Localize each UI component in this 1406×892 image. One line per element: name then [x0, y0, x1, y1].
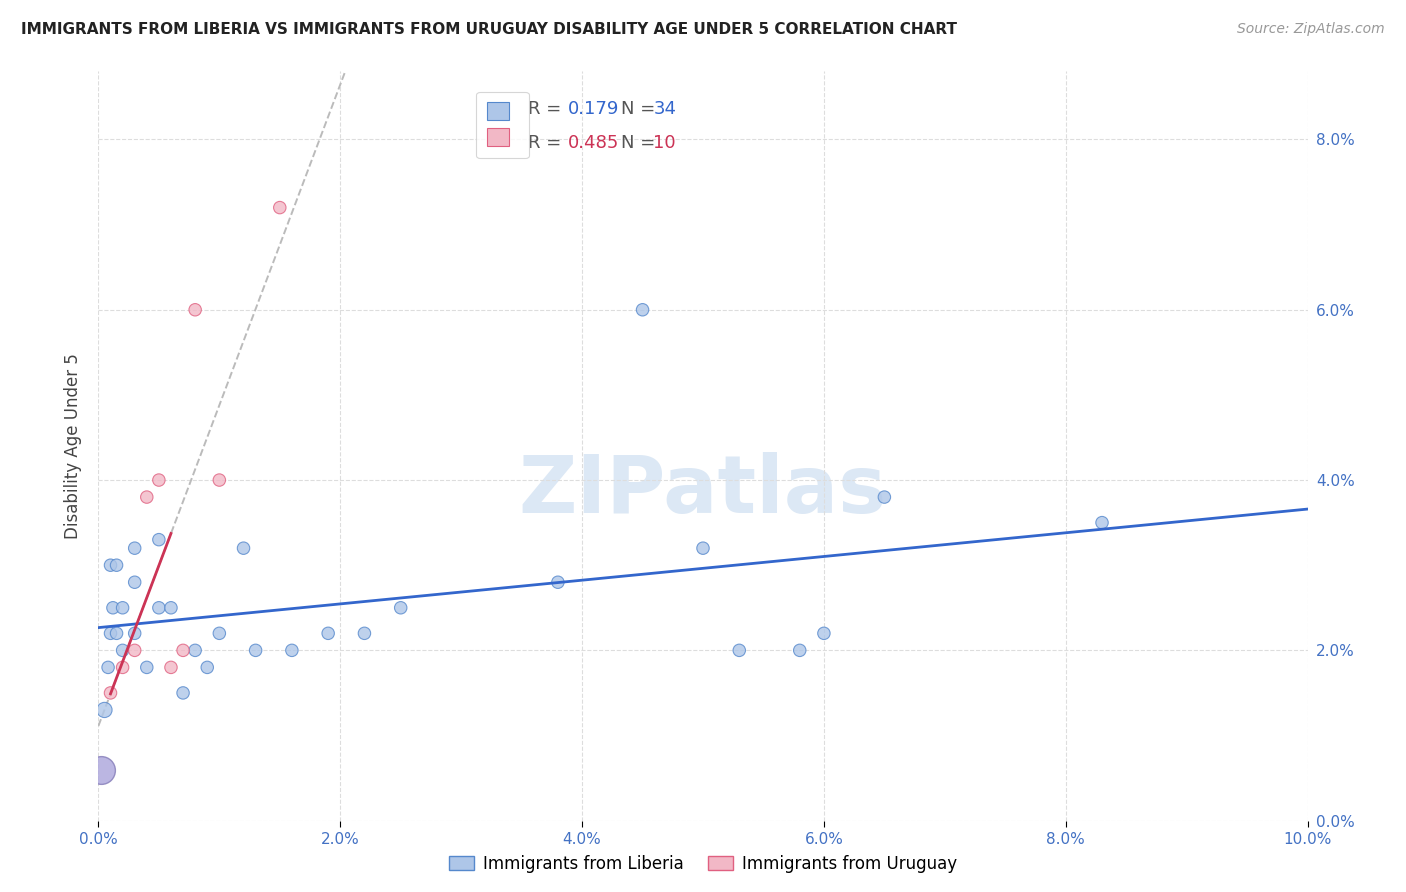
Text: ZIPatlas: ZIPatlas: [519, 452, 887, 530]
Point: [728, 643, 751, 657]
Point: [245, 643, 267, 657]
Point: [692, 541, 714, 556]
Text: N =: N =: [621, 134, 655, 152]
Point: [100, 686, 122, 700]
Text: R =: R =: [527, 100, 561, 118]
Point: [111, 660, 134, 674]
Point: [160, 600, 183, 615]
Point: [160, 660, 183, 674]
Point: [101, 600, 124, 615]
Point: [547, 575, 569, 590]
Point: [281, 643, 304, 657]
Text: Source: ZipAtlas.com: Source: ZipAtlas.com: [1237, 22, 1385, 37]
Point: [111, 643, 134, 657]
Point: [100, 558, 122, 573]
Point: [97, 660, 120, 674]
Point: [389, 600, 412, 615]
Y-axis label: Disability Age Under 5: Disability Age Under 5: [65, 353, 83, 539]
Point: [353, 626, 375, 640]
Text: 0.179: 0.179: [568, 100, 619, 118]
Point: [124, 541, 146, 556]
Legend: , : ,: [477, 92, 529, 158]
Point: [135, 490, 157, 504]
Text: 0.485: 0.485: [568, 134, 619, 152]
Point: [172, 643, 194, 657]
Point: [813, 626, 835, 640]
Point: [148, 533, 170, 547]
Point: [148, 473, 170, 487]
Point: [789, 643, 811, 657]
Point: [195, 660, 218, 674]
Point: [208, 473, 231, 487]
Text: N =: N =: [621, 100, 655, 118]
Point: [100, 626, 122, 640]
Text: IMMIGRANTS FROM LIBERIA VS IMMIGRANTS FROM URUGUAY DISABILITY AGE UNDER 5 CORREL: IMMIGRANTS FROM LIBERIA VS IMMIGRANTS FR…: [21, 22, 957, 37]
Text: R =: R =: [527, 134, 561, 152]
Point: [93, 703, 115, 717]
Point: [184, 302, 207, 317]
Point: [1091, 516, 1114, 530]
Point: [184, 643, 207, 657]
Point: [269, 201, 291, 215]
Point: [105, 626, 128, 640]
Point: [124, 575, 146, 590]
Point: [124, 643, 146, 657]
Point: [124, 626, 146, 640]
Point: [105, 558, 128, 573]
Legend: Immigrants from Liberia, Immigrants from Uruguay: Immigrants from Liberia, Immigrants from…: [443, 848, 963, 880]
Point: [148, 600, 170, 615]
Point: [135, 660, 157, 674]
Point: [111, 600, 134, 615]
Point: [232, 541, 254, 556]
Point: [172, 686, 194, 700]
Point: [873, 490, 896, 504]
Text: 34: 34: [654, 100, 676, 118]
Point: [631, 302, 654, 317]
Point: [90, 763, 112, 777]
Point: [208, 626, 231, 640]
Point: [316, 626, 339, 640]
Text: 10: 10: [654, 134, 676, 152]
